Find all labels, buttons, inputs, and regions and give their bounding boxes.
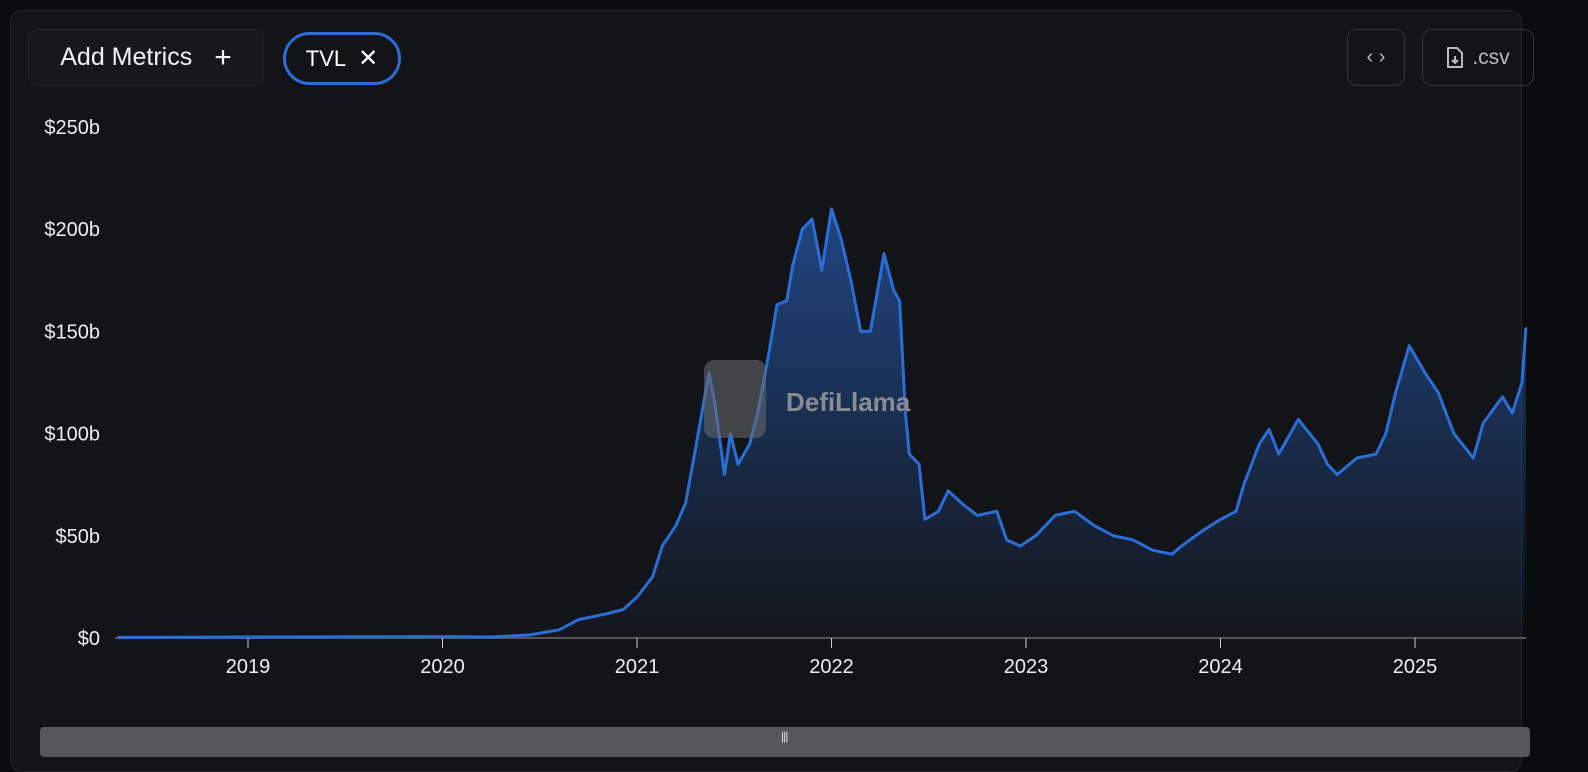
y-tick-label: $150b — [44, 321, 100, 343]
tvl-chart[interactable]: $0 $50b $100b $150b $200b $250b 2019 2020 2021 2… — [0, 0, 1588, 746]
code-icon: ‹ › — [1366, 46, 1386, 68]
plus-icon: + — [214, 40, 232, 74]
metric-chip-label: TVL — [305, 45, 347, 71]
x-tick-label: 2025 — [1393, 656, 1438, 678]
y-tick-label: $250b — [44, 117, 100, 139]
x-tick-label: 2021 — [615, 656, 660, 678]
x-tick-label: 2019 — [226, 656, 271, 678]
defillama-watermark: DefiLlama — [704, 360, 911, 438]
close-icon[interactable]: ✕ — [358, 45, 379, 72]
add-metrics-label: Add Metrics — [60, 43, 193, 71]
x-tick-label: 2020 — [420, 656, 465, 678]
y-tick-label: $200b — [44, 219, 100, 241]
y-tick-label: $0 — [78, 628, 100, 650]
metric-chip-tvl[interactable]: TVL ✕ — [283, 32, 401, 85]
tvl-line — [117, 207, 1528, 639]
download-csv-button[interactable]: .csv — [1422, 29, 1534, 86]
x-tick-label: 2022 — [809, 656, 854, 678]
x-tick-label: 2023 — [1004, 656, 1049, 678]
csv-label: .csv — [1472, 45, 1510, 69]
tvl-area — [117, 208, 1526, 639]
watermark-text: DefiLlama — [786, 387, 911, 417]
y-tick-label: $100b — [44, 424, 100, 446]
y-tick-label: $50b — [56, 526, 101, 548]
x-tick-label: 2024 — [1198, 656, 1243, 678]
file-download-icon — [1447, 46, 1464, 68]
slider-handle-icon[interactable]: ||| — [781, 729, 788, 743]
add-metrics-button[interactable]: Add Metrics + — [28, 29, 264, 86]
embed-button[interactable]: ‹ › — [1347, 29, 1405, 86]
